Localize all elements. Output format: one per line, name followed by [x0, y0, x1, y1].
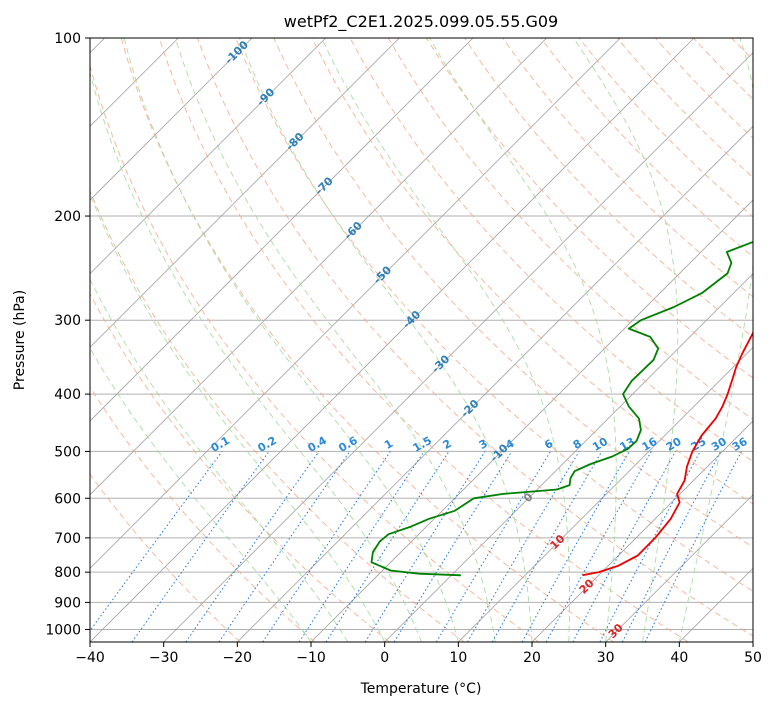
mixing-ratio-line [131, 451, 270, 642]
mixing-ratio-line [393, 451, 513, 642]
x-tick-label: 30 [597, 650, 615, 666]
dry-adiabat [90, 386, 315, 642]
isotherm-line [90, 38, 695, 642]
y-axis-label: Pressure (hPa) [12, 290, 28, 390]
x-tick-label: −10 [296, 650, 326, 666]
moist-adiabat [90, 347, 312, 642]
mixing-ratio-line [262, 451, 391, 642]
mixing-ratio-line [644, 451, 742, 642]
dry-adiabat [120, 38, 614, 642]
isotherm-line [90, 38, 474, 422]
dry-adiabat [197, 38, 753, 637]
y-tick-label: 100 [54, 31, 81, 47]
chart-title: wetPf2_C2E1.2025.099.05.55.G09 [284, 12, 558, 32]
dry-adiabat [235, 38, 753, 592]
x-tick-label: 50 [744, 650, 762, 666]
mixing-ratio-line [545, 451, 652, 642]
dry-adiabat [90, 292, 390, 642]
moist-adiabat [90, 70, 422, 642]
isotherm-line [384, 273, 753, 642]
x-tick-label: −40 [75, 650, 105, 666]
sounding-profiles [370, 240, 753, 577]
y-tick-label: 700 [54, 531, 81, 547]
mixing-ratio-line [521, 451, 630, 642]
isotherm-line [90, 38, 400, 348]
moist-adiabat [429, 38, 617, 642]
isotherm-line [90, 38, 326, 275]
dry-adiabat [426, 38, 753, 379]
dry-adiabat [273, 38, 753, 548]
x-tick-label: 40 [670, 650, 688, 666]
isotherm-line [90, 38, 253, 201]
x-tick-label: 20 [523, 650, 541, 666]
y-tick-label: 600 [54, 491, 81, 507]
moist-adiabat [123, 38, 459, 642]
x-axis-label: Temperature (°C) [360, 681, 482, 697]
y-tick-label: 800 [54, 565, 81, 581]
y-tick-label: 200 [54, 209, 81, 225]
moist-adiabat [90, 278, 349, 642]
x-tick-label: 0 [380, 650, 389, 666]
y-tick-label: 1000 [45, 622, 81, 638]
x-tick-label: −30 [149, 650, 179, 666]
isotherm-line [531, 420, 753, 642]
plot-frame [89, 37, 754, 643]
mixing-ratio-line [185, 451, 320, 642]
isotherm-line [90, 38, 547, 496]
moist-adiabat [174, 38, 496, 642]
dry-adiabat [90, 189, 465, 642]
mixing-ratio-line [218, 451, 351, 642]
mixing-ratio-line [90, 451, 223, 632]
dry-adiabat [158, 38, 689, 642]
isotherm-line [310, 199, 753, 642]
y-tick-label: 400 [54, 387, 81, 403]
temperature-profile [582, 330, 753, 577]
mixing-ratio-line [572, 451, 676, 642]
isotherm-line [90, 38, 621, 569]
dry-adiabat [387, 38, 753, 421]
mixing-ratio-line [298, 451, 425, 642]
moist-adiabat [678, 38, 753, 642]
isotherm-line [163, 52, 753, 642]
dry-adiabat [90, 64, 540, 642]
moist-adiabat [238, 38, 533, 642]
y-tick-label: 300 [54, 313, 81, 329]
x-tick-label: 10 [449, 650, 467, 666]
mixing-ratio-line [621, 451, 722, 642]
isotherm-line [237, 125, 753, 642]
isotherm-line [605, 494, 753, 642]
dry-adiabat [311, 38, 753, 505]
moist-adiabat [90, 192, 386, 642]
dry-adiabat [616, 38, 753, 179]
y-tick-label: 900 [54, 595, 81, 611]
moist-adiabat [573, 38, 679, 642]
x-tick-label: −20 [223, 650, 253, 666]
y-axis-ticks: 100 200 300 400 500 600 700 800 900 1000 [45, 31, 90, 638]
y-tick-label: 500 [54, 444, 81, 460]
dewpoint-profile [370, 240, 753, 577]
x-axis-ticks: −40 −30 −20 −10 0 10 20 30 40 50 [75, 642, 762, 666]
isotherm-line [458, 346, 753, 642]
dry-adiabat [502, 38, 753, 298]
